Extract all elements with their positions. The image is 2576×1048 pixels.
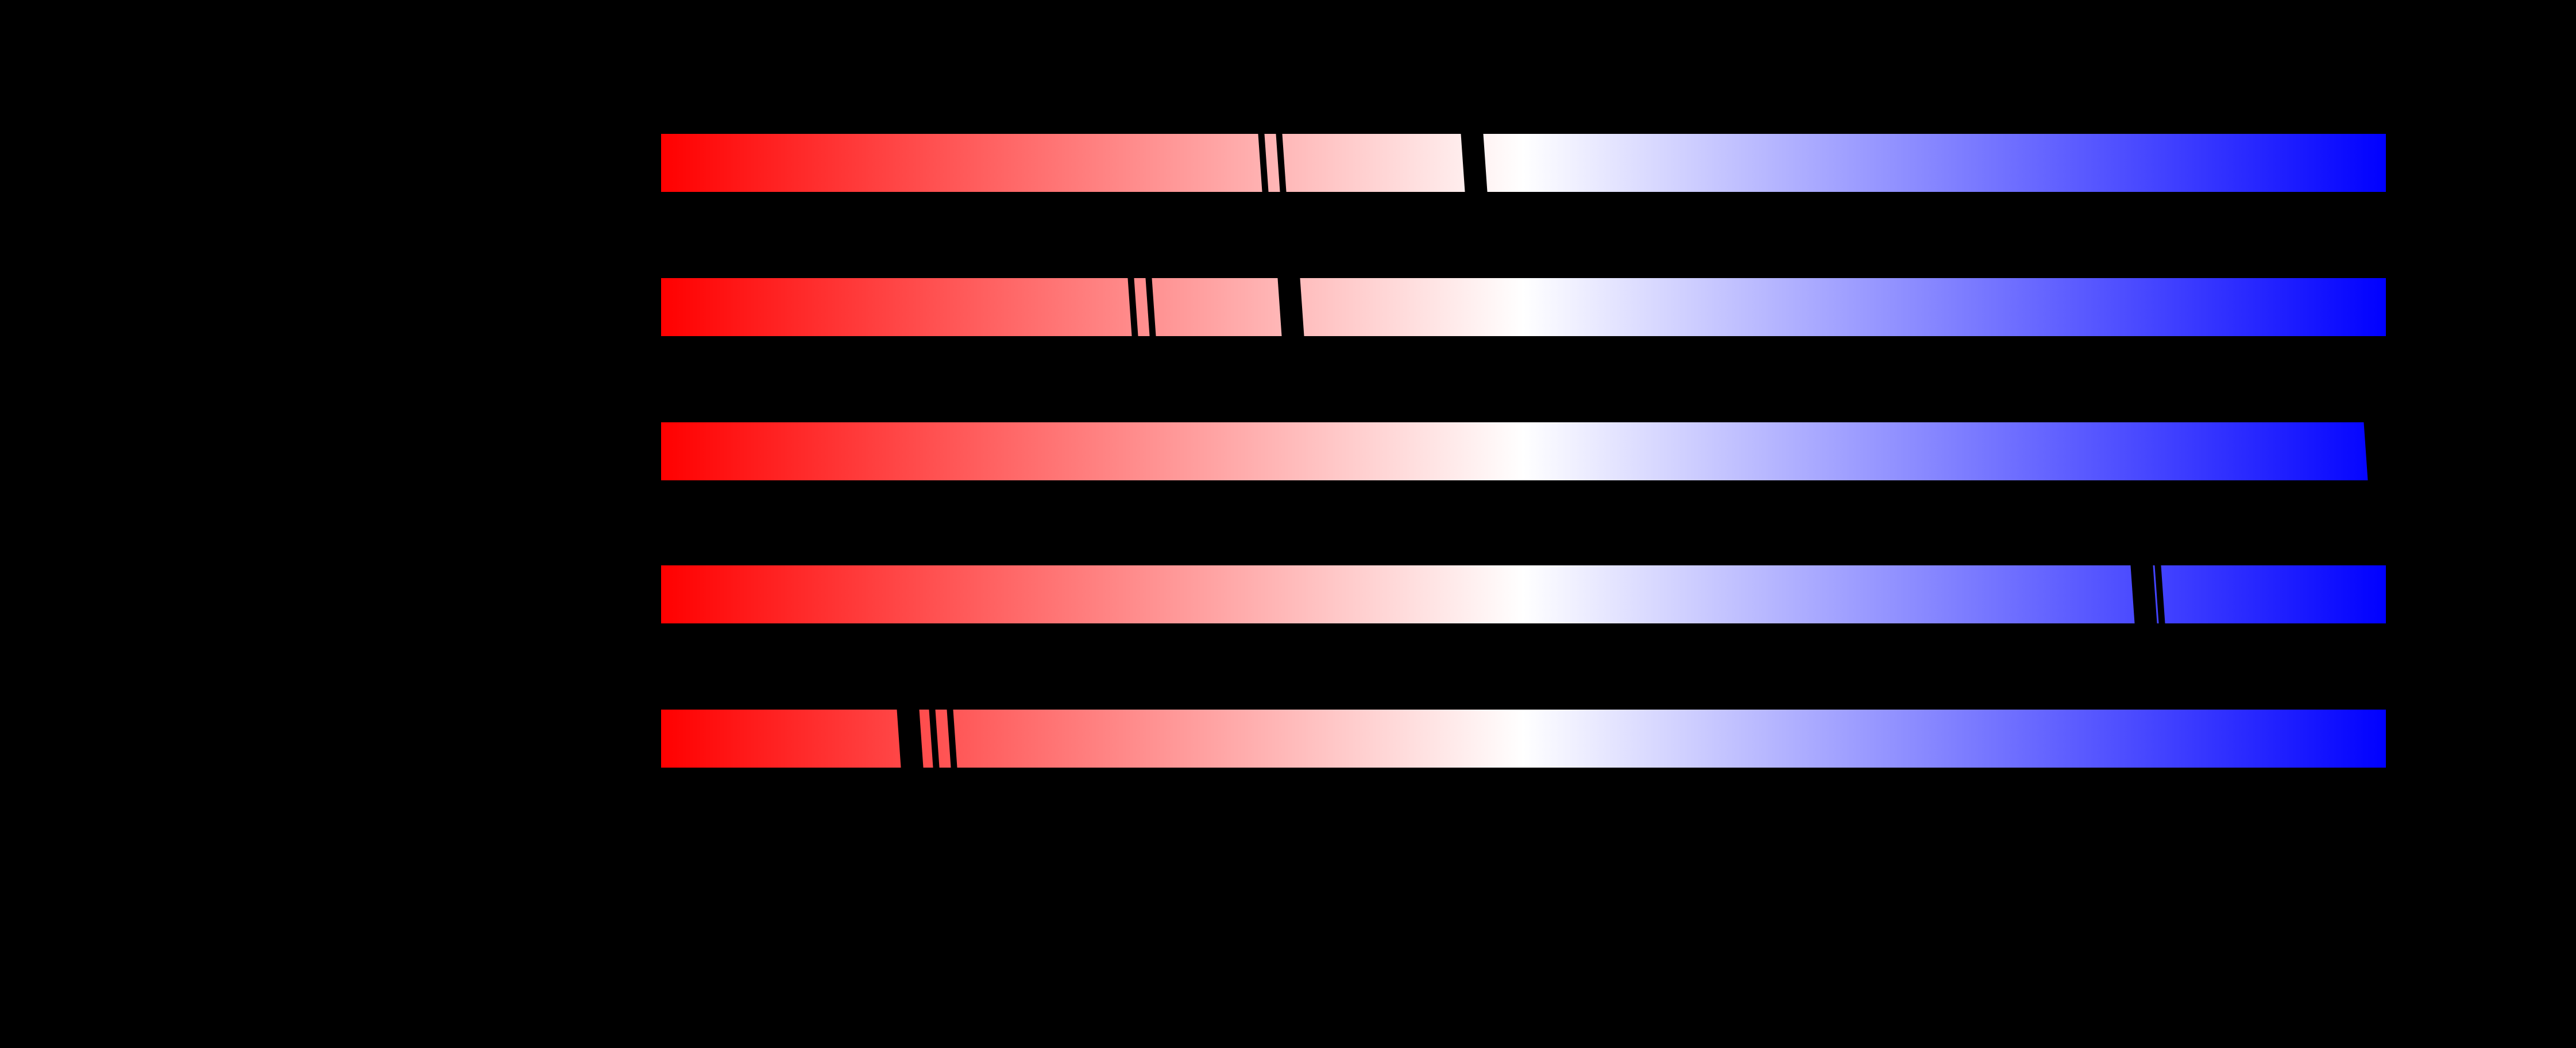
tick-mark-thin bbox=[1127, 278, 1138, 336]
tick-mark-thin bbox=[946, 710, 957, 768]
gradient-bar-row-5 bbox=[661, 710, 2386, 768]
tick-mark-thick bbox=[897, 710, 924, 768]
tick-mark-thin bbox=[1276, 134, 1287, 192]
tick-mark-thick bbox=[2130, 565, 2157, 623]
tick-mark-thick bbox=[1460, 134, 1488, 192]
tick-mark-thick bbox=[1277, 278, 1304, 336]
tick-mark-thin bbox=[1258, 134, 1269, 192]
tick-mark-thin bbox=[929, 710, 940, 768]
gradient-bar-row-3 bbox=[661, 422, 2386, 480]
tick-mark-thin bbox=[1145, 278, 1156, 336]
gradient-bar-row-2 bbox=[661, 278, 2386, 336]
gradient-bar-row-1 bbox=[661, 134, 2386, 192]
tick-mark-thick bbox=[2363, 422, 2386, 480]
gradient-bar-row-4 bbox=[661, 565, 2386, 623]
